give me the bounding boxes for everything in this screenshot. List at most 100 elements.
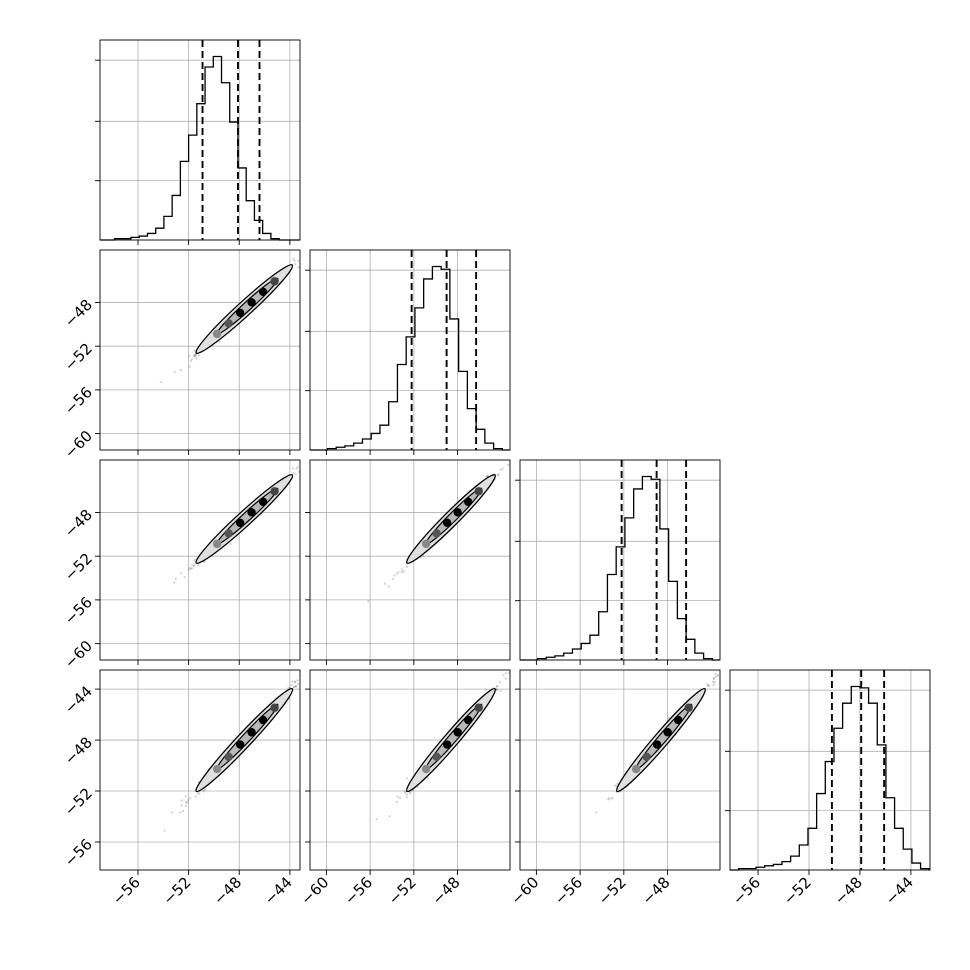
y-tick-label: −60 — [61, 637, 96, 672]
axes-frame — [99, 249, 301, 451]
sample-point — [187, 568, 190, 571]
density-contours — [195, 474, 294, 564]
sample-point — [504, 677, 507, 680]
density-peak — [258, 715, 268, 725]
scatter-3-0 — [163, 674, 313, 832]
y-tick-label: −60 — [61, 427, 96, 462]
density-peak — [652, 740, 662, 749]
sample-point — [170, 811, 174, 814]
sample-point — [716, 673, 719, 677]
sample-point — [292, 257, 295, 260]
x-tick-label: −52 — [385, 873, 420, 908]
axes-frame — [99, 459, 301, 661]
sample-point — [712, 677, 715, 680]
density-peak — [224, 529, 233, 538]
sample-point — [311, 674, 313, 676]
sample-point — [195, 357, 198, 360]
sample-point — [497, 473, 500, 476]
histogram-3 — [730, 685, 930, 871]
density-peak — [463, 497, 473, 507]
sample-point — [179, 811, 182, 814]
sample-point — [707, 684, 711, 687]
sample-point — [188, 365, 191, 368]
sample-point — [292, 686, 295, 689]
y-tick-label: −48 — [61, 733, 96, 768]
sample-point — [301, 463, 303, 465]
sample-point — [495, 685, 498, 688]
sample-point — [197, 564, 200, 567]
x-tick-label: −52 — [160, 873, 195, 908]
density-peak — [432, 752, 441, 761]
sample-point — [395, 800, 399, 803]
density-peak — [258, 287, 268, 297]
sample-point — [218, 340, 221, 344]
sample-point — [393, 574, 396, 577]
contour-inner — [216, 703, 279, 770]
density-contours — [195, 687, 294, 793]
scatter-1-0 — [159, 257, 300, 384]
sample-point — [194, 795, 197, 798]
sample-point — [383, 582, 387, 585]
sample-point — [403, 790, 406, 793]
sample-point — [180, 572, 183, 575]
sample-point — [188, 355, 191, 358]
sample-point — [185, 801, 188, 804]
contour-inner — [425, 487, 483, 545]
x-tick-label: −48 — [210, 873, 245, 908]
sample-point — [296, 465, 299, 469]
sample-point — [290, 683, 293, 687]
axes-frame — [519, 459, 721, 661]
panel-2-0: −48 −52 −56 −60 — [61, 459, 303, 672]
sample-point — [296, 679, 299, 682]
scatter-2-1 — [367, 460, 510, 603]
y-tick-label: −56 — [61, 835, 96, 870]
density-peak — [247, 298, 256, 307]
sample-point — [292, 471, 295, 475]
sample-point — [287, 686, 290, 689]
sample-point — [607, 798, 610, 801]
panel-0-0 — [95, 39, 301, 245]
sample-point — [192, 354, 195, 357]
sample-point — [301, 465, 303, 467]
y-tick-label: −48 — [61, 296, 96, 331]
sample-point — [197, 354, 200, 357]
sample-point — [611, 796, 614, 800]
sample-point — [293, 681, 297, 684]
sample-point — [405, 565, 409, 568]
sample-point — [163, 829, 166, 832]
sample-point — [512, 668, 514, 670]
sample-point — [501, 467, 504, 470]
x-tick-label: −56 — [109, 873, 144, 908]
panel-3-3: −56 −52 −48 −44 — [725, 669, 931, 908]
density-peak — [432, 529, 441, 538]
sample-point — [396, 795, 399, 798]
y-tick-label: −52 — [61, 784, 96, 819]
sample-point — [400, 568, 404, 571]
scatter-2-0 — [173, 463, 303, 584]
sample-point — [391, 577, 395, 580]
sample-point — [706, 684, 710, 687]
sample-point — [181, 799, 184, 802]
axes-frame — [309, 459, 511, 661]
axes-frame — [519, 669, 721, 871]
sample-point — [409, 792, 412, 795]
x-tick-label: −48 — [638, 873, 673, 908]
sample-point — [229, 542, 232, 546]
sample-point — [180, 804, 183, 807]
x-tick-label: −60 — [297, 873, 332, 908]
sample-point — [496, 688, 499, 691]
density-peak — [673, 715, 683, 725]
contour-inner — [635, 703, 693, 770]
sample-point — [297, 259, 300, 262]
sample-point — [193, 559, 196, 562]
sample-point — [595, 811, 598, 814]
panel-3-1: −60 −56 −52 −48 — [297, 668, 514, 908]
sample-point — [295, 467, 298, 470]
sample-point — [294, 472, 297, 476]
axes-frame — [99, 39, 301, 241]
y-tick-label: −52 — [61, 339, 96, 374]
density-peak — [235, 518, 245, 528]
sample-point — [485, 475, 488, 478]
sample-point — [294, 684, 297, 688]
